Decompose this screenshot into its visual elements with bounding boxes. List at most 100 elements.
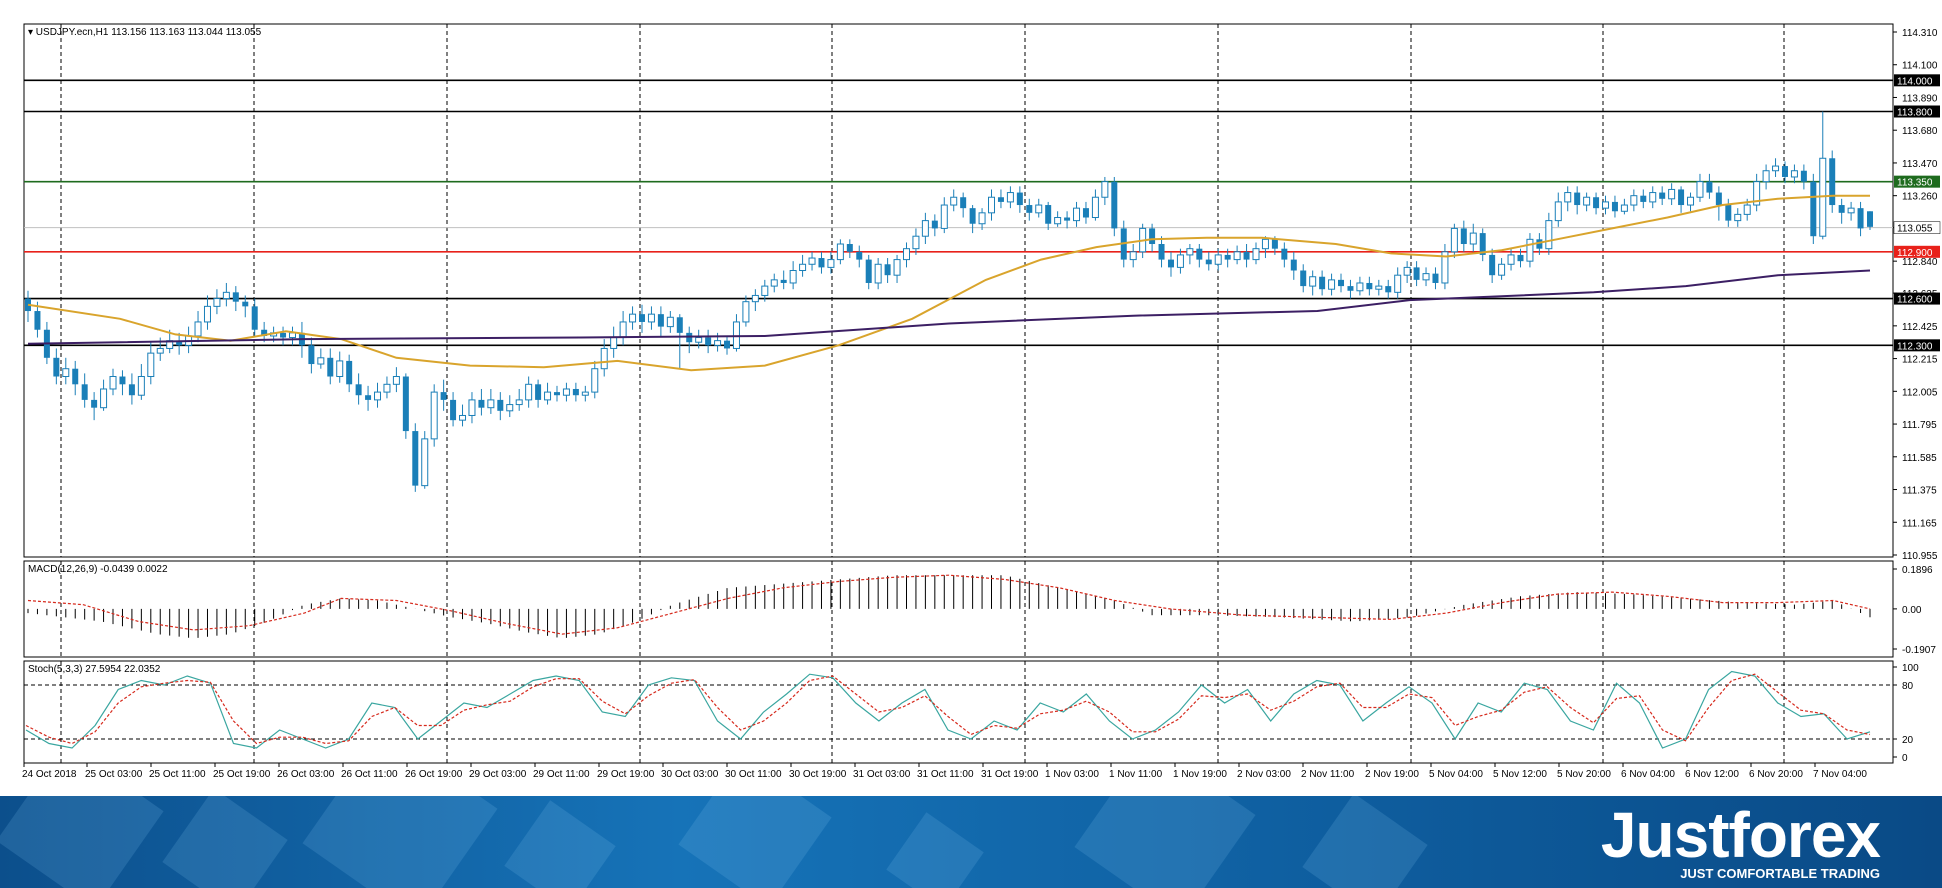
candle-body-bull [392,376,400,385]
candle [1838,198,1845,224]
candle-body-bear [1857,208,1864,229]
candle [1507,248,1515,271]
candle [100,379,108,411]
candle [676,314,683,369]
candle [515,388,523,411]
candle-body-bear [1678,189,1685,206]
candle [902,242,910,268]
candle [81,373,88,408]
candle-body-bear [365,395,372,400]
candle-body-bear [1725,205,1732,221]
candle [251,298,258,338]
price-tick-label: 111.585 [1902,453,1937,464]
candle-body-bull [988,196,996,214]
candle-body-bull [1035,204,1043,214]
candle-body-bear [478,399,485,408]
candle [1252,242,1260,265]
time-tick-label: 1 Nov 11:00 [1109,769,1163,780]
price-tick-label: 113.890 [1902,93,1938,104]
candle-body-bull [1545,220,1553,250]
moving-average-slow [27,269,1871,345]
candle [1611,195,1618,218]
stoch-signal-line [25,673,1871,745]
candle-body-bull [808,257,816,265]
candle-body-bull [1847,207,1855,214]
price-level-tag [1894,74,1940,87]
candle [506,395,514,418]
candle [1129,244,1137,268]
time-tick-label: 6 Nov 12:00 [1685,769,1739,780]
candle [402,373,409,439]
candle [1243,244,1250,268]
candle [72,360,79,396]
candle-body-bear [1715,192,1722,206]
candle-body-bull [336,360,344,378]
candle-body-bear [1489,254,1496,276]
candle-body-bull [666,316,674,328]
candle-body-bear [1800,170,1807,182]
time-tick-label: 29 Oct 19:00 [597,769,655,780]
time-tick-label: 30 Oct 11:00 [725,769,782,780]
candle [1847,201,1855,221]
candle-body-bull [1073,207,1081,222]
candle [705,329,712,354]
candle-body-bear [1338,279,1345,287]
candle [647,306,655,330]
candle-body-bear [1611,201,1618,212]
candle-body-bull [1328,279,1336,290]
candle [1734,208,1742,227]
candle-body-bull [1252,248,1260,261]
time-tick-label: 24 Oct 2018 [22,769,77,780]
candle-body-bear [1574,192,1581,206]
candle-body-bear [1158,244,1165,260]
time-tick-label: 7 Nov 04:00 [1813,769,1867,780]
price-chart[interactable]: 114.310 114.100 113.890 113.680 113.470 113.2… [0,0,1942,796]
candle [960,192,967,218]
candle-body-bear [1659,192,1666,199]
candle [1328,273,1336,296]
candle-body-bear [1781,166,1788,177]
candle [468,392,476,424]
candle-body-bear [1205,259,1212,265]
candle-body-bear [1536,239,1543,249]
candle-body-bull [732,321,740,349]
candle-body-bull [714,340,722,346]
candle-body-bear [53,357,60,377]
candle-body-bull [156,347,164,354]
candle-body-bull [374,391,382,401]
candle [1790,164,1798,184]
stoch-main-line [25,670,1871,749]
candle-body-bull [1790,170,1798,178]
candle-body-bear [818,258,825,268]
candle-body-bull [1743,204,1751,215]
candle [1696,173,1704,202]
candle [1035,198,1043,218]
candle-body-bear [346,360,353,385]
candle [836,239,844,265]
candle-body-bull [1129,251,1137,261]
candle-body-bull [921,220,929,237]
candle [978,208,986,230]
candle-body-bear [1347,286,1354,291]
candle [742,295,750,327]
candle-body-bull [1668,188,1676,200]
candle [940,197,948,234]
price-tick-label: 114.100 [1902,61,1938,72]
candle [1659,186,1666,206]
candle-body-bull [893,259,901,276]
candle-body-bull [62,368,70,378]
candle [1706,173,1713,199]
candle-body-bull [1176,254,1184,268]
candle [1281,242,1288,268]
time-tick-label: 5 Nov 20:00 [1557,769,1611,780]
justforex-logo[interactable]: Justforex [1600,799,1881,871]
candle [1300,264,1307,293]
candle-body-bear [1838,205,1845,213]
candle-body-bear [327,357,334,377]
time-tick-label: 30 Oct 03:00 [661,769,719,780]
candle [846,239,853,259]
candle [412,423,419,492]
time-tick-label: 2 Nov 11:00 [1301,769,1355,780]
price-level-tag [1894,292,1940,305]
candle [1290,251,1297,280]
